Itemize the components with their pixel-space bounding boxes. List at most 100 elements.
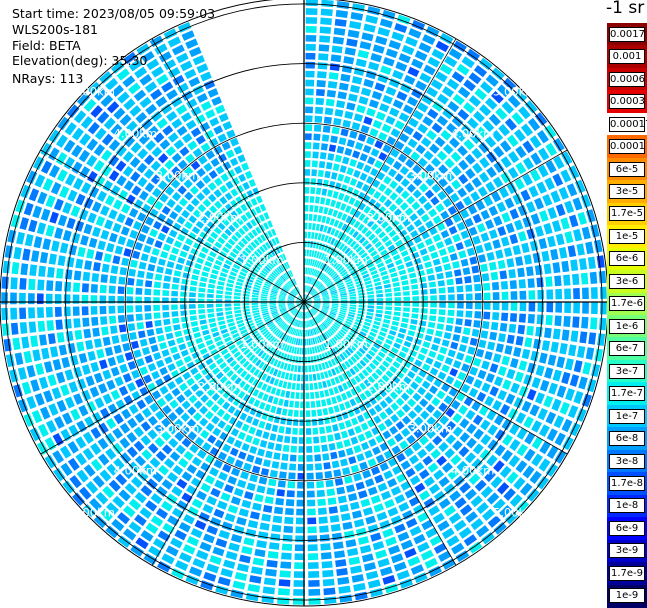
range-gate [321, 9, 333, 16]
range-gate [214, 201, 222, 209]
range-gate [352, 122, 361, 130]
range-gate [305, 142, 311, 149]
range-gate [243, 294, 250, 297]
range-gate [156, 508, 168, 519]
range-gate [227, 318, 234, 323]
range-gate [420, 410, 429, 419]
range-gate [532, 377, 541, 388]
range-gate [153, 221, 162, 230]
range-gate [163, 319, 170, 325]
range-gate [294, 571, 305, 578]
range-gate [335, 109, 344, 117]
range-gate [556, 233, 565, 245]
range-gate [154, 320, 161, 327]
range-gate [461, 363, 470, 372]
range-gate [308, 544, 318, 551]
range-gate [571, 330, 579, 342]
range-gate [424, 151, 434, 161]
range-gate [203, 163, 212, 172]
range-gate [405, 261, 413, 267]
range-gate [148, 363, 157, 372]
range-gate [373, 44, 385, 53]
range-gate [97, 191, 107, 202]
range-gate [223, 413, 231, 422]
range-gate [493, 161, 504, 173]
range-gate [203, 266, 211, 272]
range-gate [257, 391, 263, 399]
range-gate [341, 513, 351, 521]
range-gate [91, 306, 98, 315]
range-gate [385, 116, 395, 125]
range-gate [498, 366, 507, 376]
range-gate [114, 345, 122, 354]
range-gate [502, 434, 513, 446]
range-gate [85, 340, 93, 350]
range-gate [474, 284, 481, 291]
range-gate [305, 178, 310, 185]
range-gate [409, 496, 420, 506]
range-gate [588, 257, 596, 269]
range-gate [307, 348, 310, 355]
range-gate [161, 82, 173, 93]
range-gate [171, 305, 178, 310]
range-gate [252, 298, 259, 300]
range-gate [211, 327, 218, 333]
range-gate [294, 580, 305, 587]
range-gate [226, 150, 235, 159]
range-gate [234, 292, 241, 295]
range-gate [99, 359, 108, 369]
range-gate [430, 288, 437, 294]
range-gate [473, 443, 484, 454]
range-gate [144, 155, 155, 166]
range-gate [230, 188, 238, 196]
range-gate [352, 510, 362, 518]
range-ring-label: 3.00km [409, 421, 452, 435]
range-gate [407, 96, 418, 106]
range-gate [192, 558, 205, 568]
range-gate [359, 462, 368, 471]
range-gate [254, 457, 262, 465]
range-gate [501, 212, 510, 223]
range-gate [508, 269, 516, 278]
range-gate [120, 334, 128, 342]
range-gate [450, 253, 458, 261]
range-gate [369, 408, 377, 416]
range-gate [331, 54, 342, 62]
range-gate [520, 291, 527, 300]
range-gate [448, 349, 456, 357]
range-gate [485, 219, 494, 229]
range-gate [522, 349, 530, 359]
range-gate [577, 346, 585, 358]
range-gate [278, 426, 284, 433]
range-gate [529, 302, 536, 311]
range-gate [265, 423, 272, 431]
range-gate [418, 327, 425, 333]
range-gate [162, 290, 169, 296]
range-gate [284, 400, 289, 407]
range-gate [212, 332, 219, 338]
range-gate [509, 324, 517, 333]
range-gate [382, 95, 393, 104]
range-gate [487, 424, 498, 435]
range-gate [312, 365, 316, 372]
range-gate [168, 438, 178, 448]
range-gate [234, 310, 241, 314]
range-gate [184, 221, 193, 229]
range-gate [219, 113, 229, 122]
range-gate [112, 223, 121, 233]
range-gate [401, 460, 411, 470]
range-gate [306, 330, 308, 337]
range-gate [392, 70, 404, 80]
range-gate [119, 364, 128, 373]
range-gate [375, 313, 382, 317]
range-gate [163, 244, 171, 252]
range-gate [319, 35, 330, 42]
colorbar-tick-label: 1e-7 [609, 409, 645, 424]
range-gate [395, 173, 404, 182]
range-gate [492, 282, 499, 290]
range-gate [330, 515, 340, 523]
range-gate [200, 319, 207, 324]
range-gate [225, 307, 232, 311]
range-gate [135, 305, 142, 312]
range-gate [328, 81, 338, 89]
